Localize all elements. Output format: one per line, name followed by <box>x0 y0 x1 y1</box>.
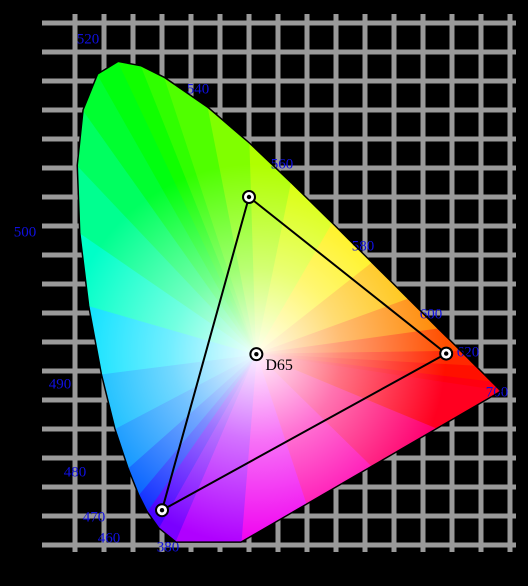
wavelength-label: 560 <box>271 156 294 172</box>
white-point-label: D65 <box>265 357 293 374</box>
wavelength-label: 470 <box>83 509 106 525</box>
wavelength-label: 490 <box>49 376 72 392</box>
srgb-gamut <box>160 195 448 513</box>
wavelength-label: 620 <box>457 344 480 360</box>
wavelength-label: 500 <box>14 224 37 240</box>
wavelength-label: 480 <box>64 464 87 480</box>
wavelength-label: 460 <box>98 530 121 546</box>
primary-marker-dot <box>444 351 449 356</box>
wavelength-label: 540 <box>187 81 210 97</box>
primary-marker-dot <box>246 194 252 200</box>
wavelength-label: 520 <box>77 31 100 47</box>
wavelength-label: 600 <box>420 306 443 322</box>
wavelength-label: 380 <box>157 539 180 555</box>
wavelength-label: 580 <box>352 238 375 254</box>
primary-marker-dot <box>159 508 165 513</box>
spectral-locus <box>76 60 503 543</box>
primary-marker-dot <box>254 351 259 357</box>
